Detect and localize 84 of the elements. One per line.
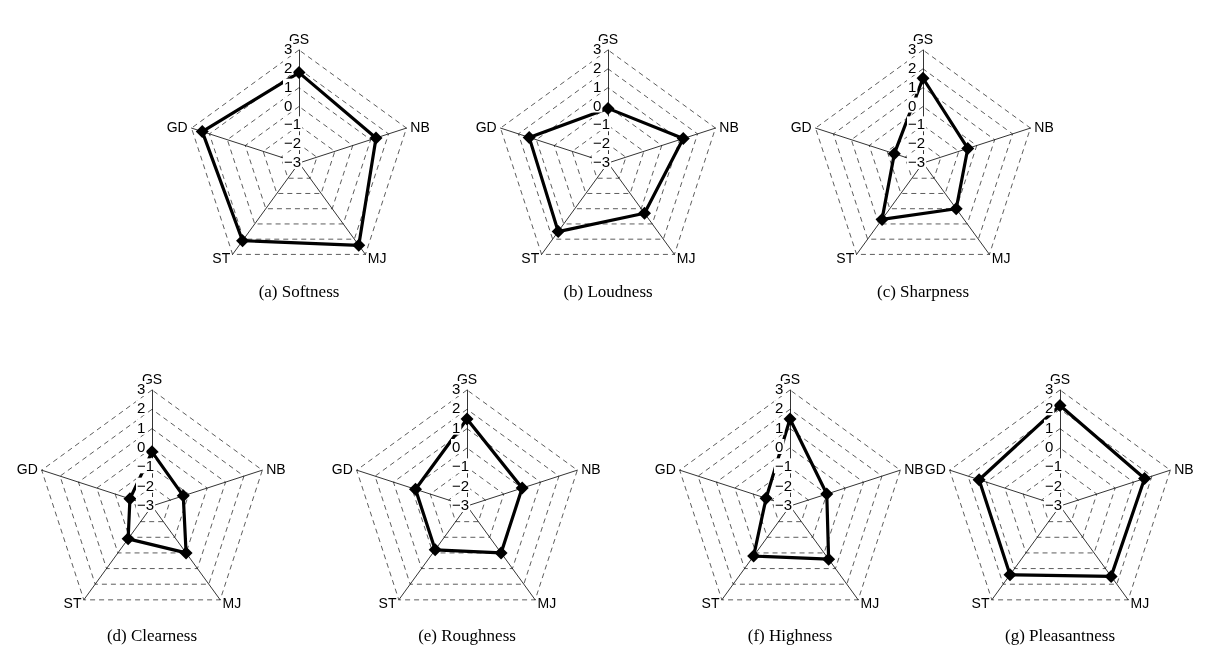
y-tick-label: 1 (593, 77, 602, 95)
y-tick-label: 2 (775, 399, 784, 417)
y-tick-label: −3 (137, 496, 155, 513)
y-tick-label: −3 (284, 153, 302, 170)
y-tick-label: −2 (1045, 476, 1063, 494)
y-tick-label: 3 (137, 380, 146, 397)
y-tick-label: −2 (137, 476, 155, 494)
y-tick-label: −2 (284, 134, 302, 152)
y-tick-label: 0 (137, 438, 146, 455)
spoke-label: NB (266, 460, 286, 477)
text: (b) Loudness (563, 282, 653, 301)
y-tick-label: −1 (908, 115, 926, 133)
y-tick-label: 1 (284, 77, 293, 95)
y-tick-label: −3 (908, 153, 926, 170)
y-tick-label: −2 (452, 476, 470, 494)
spoke-label: MJ (991, 249, 1011, 266)
spoke-label: ST (378, 595, 397, 612)
spoke-label: NB (1034, 118, 1054, 135)
y-tick-label: −2 (775, 476, 793, 494)
spoke-label: ST (521, 249, 540, 266)
spoke-label: GD (475, 118, 497, 135)
spoke-label: MJ (676, 249, 696, 266)
spoke-label: MJ (1130, 595, 1150, 612)
spoke-label: NB (719, 118, 739, 135)
text: (g) Pleasantness (1004, 626, 1116, 645)
spoke-label: GD (166, 118, 188, 135)
y-tick-label: −2 (593, 134, 611, 152)
spoke-label: GD (331, 460, 353, 477)
y-tick-label: 2 (908, 58, 917, 76)
spoke-label: GD (790, 118, 812, 135)
spoke-label: MJ (222, 595, 242, 612)
y-tick-label: 0 (775, 438, 784, 455)
spoke-label: ST (63, 595, 82, 612)
y-tick-label: 3 (908, 40, 917, 57)
spoke-label: GD (924, 460, 946, 477)
y-tick-label: 1 (908, 77, 917, 95)
spoke-label: ST (212, 249, 231, 266)
y-tick-label: 0 (593, 96, 602, 114)
y-tick-label: 2 (284, 58, 293, 76)
spoke-label: ST (971, 595, 990, 612)
spoke-label: NB (581, 460, 601, 477)
spoke-label: MJ (367, 249, 387, 266)
y-tick-label: −1 (775, 457, 793, 475)
y-tick-label: −1 (1045, 457, 1063, 475)
y-tick-label: 1 (452, 418, 461, 436)
text: (d) Clearness (106, 626, 198, 645)
spoke-label: MJ (860, 595, 880, 612)
y-tick-label: −3 (1045, 496, 1063, 513)
y-tick-label: 2 (593, 58, 602, 76)
y-tick-label: 2 (452, 399, 461, 417)
y-tick-label: 0 (284, 96, 293, 114)
spoke-label: ST (836, 249, 855, 266)
spoke-label: GD (16, 460, 38, 477)
y-tick-label: −1 (137, 457, 155, 475)
y-tick-label: 3 (775, 380, 784, 397)
y-tick-label: 1 (137, 418, 146, 436)
text: (c) Sharpness (876, 282, 970, 301)
text: (f) Highness (747, 626, 833, 645)
spoke-label: ST (701, 595, 720, 612)
text: (a) Softness (258, 282, 340, 301)
y-tick-label: 1 (1045, 418, 1054, 436)
y-tick-label: 3 (284, 40, 293, 57)
spoke-label: NB (904, 460, 924, 477)
spoke-label: NB (410, 118, 430, 135)
y-tick-label: −3 (775, 496, 793, 513)
y-tick-label: −3 (593, 153, 611, 170)
y-tick-label: −1 (284, 115, 302, 133)
y-tick-label: 3 (593, 40, 602, 57)
y-tick-label: −1 (452, 457, 470, 475)
y-tick-label: 2 (137, 399, 146, 417)
y-tick-label: 0 (1045, 438, 1054, 455)
y-tick-label: 3 (452, 380, 461, 397)
y-tick-label: 3 (1045, 380, 1054, 397)
y-tick-label: 0 (908, 96, 917, 114)
y-tick-label: 2 (1045, 399, 1054, 417)
y-tick-label: 0 (452, 438, 461, 455)
y-tick-label: 1 (775, 418, 784, 436)
spoke-label: GD (654, 460, 676, 477)
y-tick-label: −1 (593, 115, 611, 133)
spoke-label: NB (1174, 460, 1194, 477)
spoke-label: MJ (537, 595, 557, 612)
text: (e) Roughness (418, 626, 516, 645)
y-tick-label: −3 (452, 496, 470, 513)
y-tick-label: −2 (908, 134, 926, 152)
